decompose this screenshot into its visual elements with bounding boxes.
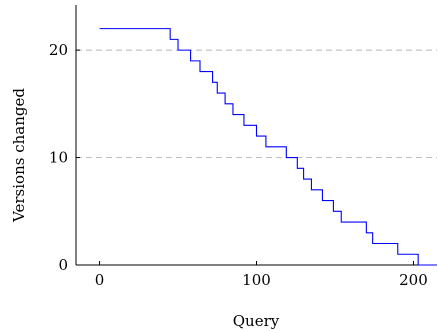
- x-tick-label-0: 0: [95, 271, 105, 289]
- y-tick-label-0: 0: [58, 256, 68, 274]
- x-axis-label: Query: [233, 312, 280, 330]
- x-tick-label-200: 200: [399, 271, 428, 289]
- grid-lines: [76, 49, 437, 159]
- y-tick-label-10: 10: [49, 149, 68, 167]
- series-layer: [99, 28, 437, 266]
- ticks: 0 100 200 0 10 20: [49, 41, 428, 289]
- y-axis-label: Versions changed: [10, 88, 28, 223]
- x-tick-label-100: 100: [242, 271, 271, 289]
- y-tick-label-20: 20: [49, 41, 68, 59]
- series-line-0: [99, 28, 437, 266]
